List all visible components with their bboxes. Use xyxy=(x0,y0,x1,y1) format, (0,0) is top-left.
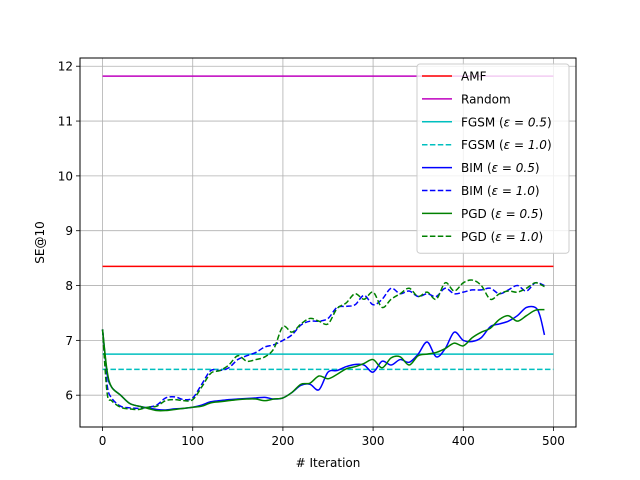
series-line-7 xyxy=(101,279,545,411)
series-line-5 xyxy=(101,281,545,410)
series-line-6 xyxy=(101,308,545,412)
legend-label-7: PGD (ε = 1.0) xyxy=(461,230,543,244)
legend: AMF Random FGSM (ε = 0.5) FGSM (ε = 1.0) BIM… xyxy=(416,63,570,254)
y-tick-label: 10 xyxy=(58,169,73,183)
y-tick-label: 11 xyxy=(58,115,73,129)
y-tick-label: 9 xyxy=(65,224,73,238)
y-axis-label: SE@10 xyxy=(33,221,47,263)
y-tick-label: 6 xyxy=(65,389,73,403)
x-tick-label: 400 xyxy=(452,434,475,448)
legend-label-5: BIM (ε = 1.0) xyxy=(461,184,540,198)
x-tick-label: 100 xyxy=(181,434,204,448)
legend-label-2: FGSM (ε = 0.5) xyxy=(461,115,552,129)
x-tick-label: 300 xyxy=(362,434,385,448)
series-line-4 xyxy=(101,305,546,411)
plot-frame xyxy=(79,57,577,428)
x-tick-label: 0 xyxy=(99,434,107,448)
legend-label-3: FGSM (ε = 1.0) xyxy=(461,138,552,152)
legend-box xyxy=(416,63,570,254)
legend-label-4: BIM (ε = 0.5) xyxy=(461,161,540,175)
legend-label-1: Random xyxy=(461,92,511,106)
legend-label-6: PGD (ε = 0.5) xyxy=(461,207,543,221)
x-axis-label: # Iteration xyxy=(296,456,361,470)
y-tick-label: 7 xyxy=(65,334,73,348)
x-tick-label: 500 xyxy=(542,434,565,448)
y-tick-label: 8 xyxy=(65,279,73,293)
legend-label-0: AMF xyxy=(461,70,487,84)
x-tick-label: 200 xyxy=(271,434,294,448)
ticks: 0 100 200 300 400 500 6 7 8 9 10 11 12 xyxy=(58,60,565,448)
y-tick-label: 12 xyxy=(58,60,73,74)
